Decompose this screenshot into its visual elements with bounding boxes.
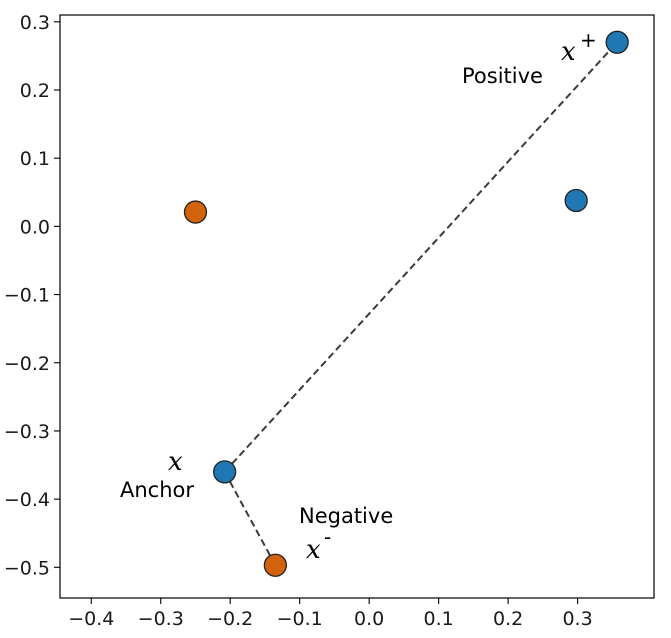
x-tick-label: 0.1 [424, 608, 454, 630]
scatter-point-blue [605, 30, 629, 54]
x-tick-label: −0.2 [207, 608, 253, 630]
anchor-symbol: x [168, 447, 183, 477]
x-tick-label: −0.3 [138, 608, 184, 630]
link-lines [223, 41, 618, 566]
y-tick-label: −0.5 [4, 557, 50, 579]
negative-symbol-superscript: - [324, 525, 331, 549]
y-tick-label: 0.1 [20, 148, 50, 170]
y-tick-label: 0.2 [20, 80, 50, 102]
y-tick-label: −0.4 [4, 489, 50, 511]
scatter-point-orange [263, 553, 288, 577]
y-tick-label: −0.1 [4, 285, 50, 307]
scatter-point-blue [564, 188, 588, 213]
x-tick-label: 0.0 [354, 608, 384, 630]
positive-symbol: x [561, 37, 576, 67]
scatter-point-blue [213, 460, 237, 484]
positive-label: Positive [462, 64, 543, 88]
y-axis-ticks: 0.3 0.2 0.1 0.0 −0.1 −0.2 −0.3 −0.4 −0.5 [4, 12, 60, 579]
scatter-point-orange [183, 200, 208, 224]
negative-symbol: x [306, 535, 321, 565]
y-tick-label: −0.2 [4, 353, 50, 375]
y-tick-label: −0.3 [4, 421, 50, 443]
y-tick-label: 0.0 [20, 216, 50, 238]
x-tick-label: −0.1 [277, 608, 323, 630]
data-points [183, 30, 629, 577]
dashed-link-line [223, 471, 277, 566]
positive-symbol-superscript: + [580, 28, 597, 52]
x-tick-label: 0.2 [493, 608, 523, 630]
negative-label: Negative [299, 504, 393, 528]
anchor-label: Anchor [120, 478, 194, 502]
x-tick-label: −0.4 [68, 608, 114, 630]
dashed-link-line [223, 41, 618, 473]
plot-frame [59, 14, 655, 599]
x-tick-label: 0.3 [562, 608, 592, 630]
x-axis-ticks: −0.4 −0.3 −0.2 −0.1 0.0 0.1 0.2 0.3 [68, 598, 593, 630]
y-tick-label: 0.3 [20, 12, 50, 34]
